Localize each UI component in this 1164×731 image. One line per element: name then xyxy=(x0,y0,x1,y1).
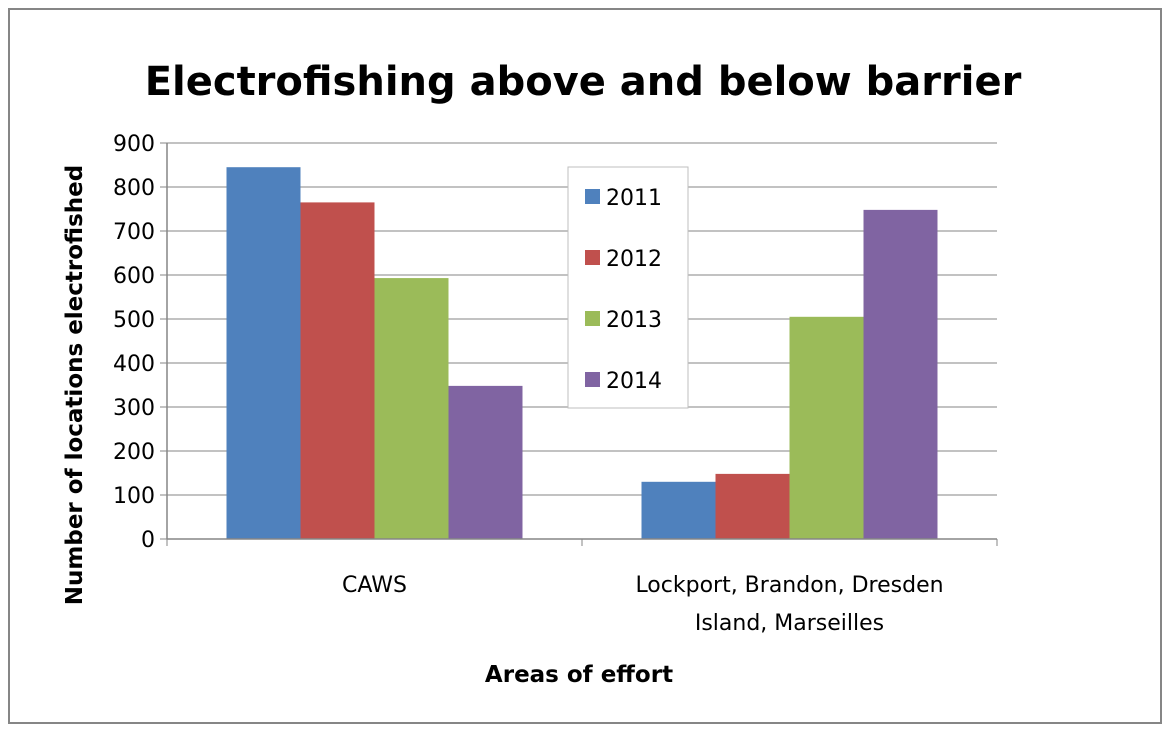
y-axis-label: Number of locations electrofished xyxy=(62,165,88,605)
legend-label-2013: 2013 xyxy=(606,308,662,333)
legend: 2011 2012 2013 2014 xyxy=(567,166,689,409)
y-tick-label: 700 xyxy=(113,220,155,245)
bar-2014-2 xyxy=(863,209,938,539)
bar-2012-2 xyxy=(715,473,790,539)
x-axis-categories: CAWS Lockport, Brandon, Dresden Island, Ma… xyxy=(342,573,944,636)
bar-2011-1 xyxy=(226,167,301,539)
bars xyxy=(226,167,938,539)
x-category-label: Lockport, Brandon, Dresden xyxy=(635,573,943,598)
y-axis-ticks: 0 100 200 300 400 500 600 700 800 900 xyxy=(113,132,167,553)
legend-swatch-2013 xyxy=(585,311,600,326)
y-tick-label: 600 xyxy=(113,264,155,289)
y-tick-label: 800 xyxy=(113,176,155,201)
x-axis-label: Areas of effort xyxy=(485,662,673,688)
x-category-label: Island, Marseilles xyxy=(695,611,884,636)
legend-label-2011: 2011 xyxy=(606,186,662,211)
x-category-label: CAWS xyxy=(342,573,407,598)
chart-title: Electrofishing above and below barrier xyxy=(145,59,1022,105)
legend-label-2014: 2014 xyxy=(606,369,662,394)
y-tick-label: 900 xyxy=(113,132,155,157)
bar-2011-2 xyxy=(641,481,716,539)
bar-2014-1 xyxy=(448,385,523,539)
legend-label-2012: 2012 xyxy=(606,247,662,272)
bar-chart: Electrofishing above and below barrier 0… xyxy=(62,59,1022,688)
y-tick-label: 100 xyxy=(113,484,155,509)
y-tick-label: 200 xyxy=(113,440,155,465)
legend-swatch-2011 xyxy=(585,189,600,204)
y-tick-label: 300 xyxy=(113,396,155,421)
y-tick-label: 400 xyxy=(113,352,155,377)
bar-2013-1 xyxy=(374,278,449,539)
legend-swatch-2012 xyxy=(585,250,600,265)
y-tick-label: 500 xyxy=(113,308,155,333)
x-axis xyxy=(166,143,998,546)
bar-2012-1 xyxy=(300,202,375,539)
legend-swatch-2014 xyxy=(585,372,600,387)
chart-frame: Electrofishing above and below barrier 0… xyxy=(8,8,1162,724)
legend-box xyxy=(567,166,689,409)
y-tick-label: 0 xyxy=(141,528,155,553)
bar-2013-2 xyxy=(789,316,864,539)
